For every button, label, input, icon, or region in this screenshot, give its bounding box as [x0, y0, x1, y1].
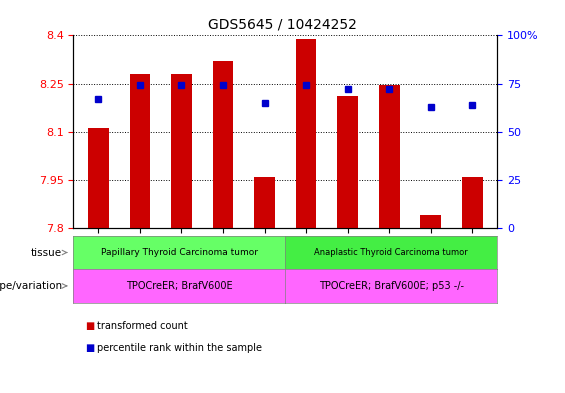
Bar [129, 74, 150, 228]
Text: Anaplastic Thyroid Carcinoma tumor: Anaplastic Thyroid Carcinoma tumor [314, 248, 468, 257]
Bar [212, 61, 233, 228]
Bar [171, 74, 192, 228]
Text: TPOCreER; BrafV600E: TPOCreER; BrafV600E [126, 281, 233, 291]
Bar [337, 96, 358, 228]
Text: transformed count: transformed count [97, 321, 188, 331]
Bar [254, 176, 275, 228]
Bar [295, 39, 316, 228]
Text: genotype/variation: genotype/variation [0, 281, 62, 291]
Bar [88, 129, 108, 228]
Bar [379, 85, 399, 228]
Bar [420, 215, 441, 228]
Text: TPOCreER; BrafV600E; p53 -/-: TPOCreER; BrafV600E; p53 -/- [319, 281, 464, 291]
Text: Papillary Thyroid Carcinoma tumor: Papillary Thyroid Carcinoma tumor [101, 248, 258, 257]
Text: ■: ■ [85, 321, 94, 331]
Text: GDS5645 / 10424252: GDS5645 / 10424252 [208, 18, 357, 32]
Text: percentile rank within the sample: percentile rank within the sample [97, 343, 262, 353]
Text: ■: ■ [85, 343, 94, 353]
Text: tissue: tissue [31, 248, 62, 257]
Bar [462, 176, 483, 228]
